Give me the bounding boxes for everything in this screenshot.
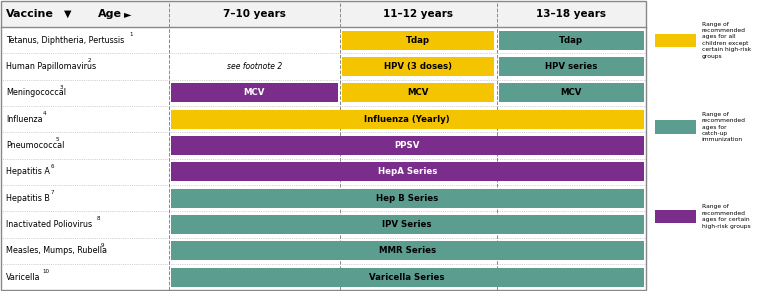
Bar — [170, 136, 644, 155]
Text: HPV series: HPV series — [545, 62, 597, 71]
Text: Range of
recommended
ages for all
children except
certain high-risk
groups: Range of recommended ages for all childr… — [702, 22, 751, 59]
Text: Hepatitis B: Hepatitis B — [6, 194, 49, 203]
Bar — [170, 110, 644, 129]
Text: Influenza: Influenza — [6, 115, 43, 124]
Text: Meningococcal: Meningococcal — [6, 88, 66, 97]
Text: 7–10 years: 7–10 years — [223, 9, 285, 19]
Text: MCV: MCV — [561, 88, 582, 97]
Text: Pneumococcal: Pneumococcal — [6, 141, 64, 150]
Text: IPV Series: IPV Series — [383, 220, 432, 229]
Text: 4: 4 — [43, 111, 46, 116]
Text: Inactivated Poliovirus: Inactivated Poliovirus — [6, 220, 92, 229]
Bar — [170, 189, 644, 208]
Text: Hepatitis A: Hepatitis A — [6, 167, 49, 176]
Text: 8: 8 — [96, 216, 100, 221]
Text: PPSV: PPSV — [394, 141, 420, 150]
Text: 1: 1 — [129, 32, 132, 37]
Bar — [499, 31, 644, 50]
Text: Tdap: Tdap — [559, 36, 584, 45]
Text: 2: 2 — [88, 58, 91, 63]
Text: 3: 3 — [59, 85, 62, 90]
Bar — [499, 83, 644, 102]
Text: 5: 5 — [55, 137, 59, 142]
Text: Human Papillomavirus: Human Papillomavirus — [6, 62, 96, 71]
Text: Tdap: Tdap — [406, 36, 431, 45]
Text: Varicella: Varicella — [6, 273, 40, 282]
Text: Range of
recommended
ages for certain
high-risk groups: Range of recommended ages for certain hi… — [702, 205, 750, 229]
Bar — [170, 215, 644, 234]
Bar — [342, 31, 495, 50]
Text: Varicella Series: Varicella Series — [369, 273, 445, 282]
Text: ►: ► — [124, 9, 131, 19]
Bar — [170, 241, 644, 260]
Text: 6: 6 — [51, 164, 55, 168]
Bar — [170, 83, 338, 102]
Bar — [342, 83, 495, 102]
Text: 11–12 years: 11–12 years — [384, 9, 454, 19]
Text: Hep B Series: Hep B Series — [376, 194, 438, 203]
Bar — [342, 57, 495, 76]
Text: 10: 10 — [43, 269, 49, 274]
Bar — [170, 162, 644, 181]
Bar — [1, 1, 646, 290]
Text: see footnote 2: see footnote 2 — [227, 62, 282, 71]
Bar — [654, 210, 696, 223]
Text: HPV (3 doses): HPV (3 doses) — [384, 62, 452, 71]
Bar — [654, 120, 696, 134]
Text: Range of
recommended
ages for
catch-up
immunization: Range of recommended ages for catch-up i… — [702, 112, 746, 142]
Text: MCV: MCV — [244, 88, 265, 97]
Text: 7: 7 — [51, 190, 55, 195]
Bar — [170, 268, 644, 287]
Text: MCV: MCV — [408, 88, 429, 97]
Text: Influenza (Yearly): Influenza (Yearly) — [365, 115, 450, 124]
Text: 13–18 years: 13–18 years — [537, 9, 607, 19]
Text: MMR Series: MMR Series — [379, 246, 436, 255]
Text: Vaccine: Vaccine — [6, 9, 54, 19]
Text: ▼: ▼ — [64, 9, 72, 19]
Bar — [499, 57, 644, 76]
Text: Age: Age — [97, 9, 122, 19]
Text: Tetanus, Diphtheria, Pertussis: Tetanus, Diphtheria, Pertussis — [6, 36, 124, 45]
Bar — [1, 1, 646, 27]
Text: Measles, Mumps, Rubella: Measles, Mumps, Rubella — [6, 246, 107, 255]
Bar — [654, 33, 696, 47]
Text: HepA Series: HepA Series — [377, 167, 437, 176]
Text: 9: 9 — [100, 242, 103, 248]
